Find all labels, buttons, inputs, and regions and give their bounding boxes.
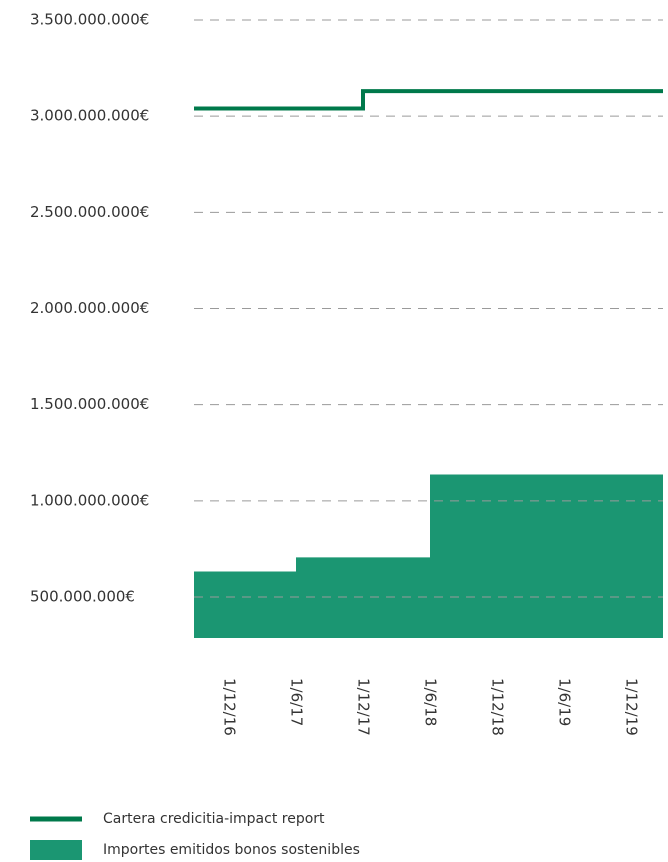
x-tick-label: 1/12/17: [355, 678, 373, 736]
line: [194, 89, 663, 111]
x-tick-label: 1/12/19: [623, 678, 641, 736]
legend-swatch: [30, 816, 82, 822]
y-tick-label: 2.000.000.000€: [30, 299, 149, 317]
y-tick-label: 1.000.000.000€: [30, 491, 149, 509]
x-tick-label: 1/12/18: [489, 678, 507, 736]
legend-label: Cartera credicitia-impact report: [103, 811, 325, 827]
legend-label: Importes emitidos bonos sostenibles: [103, 842, 360, 858]
x-tick-label: 1/6/19: [556, 678, 574, 726]
y-tick-label: 2.500.000.000€: [30, 203, 149, 221]
area: [194, 474, 663, 638]
y-tick-label: 3.000.000.000€: [30, 107, 149, 125]
legend-swatch: [30, 840, 82, 860]
x-tick-label: 1/6/18: [422, 678, 440, 726]
y-tick-label: 3.500.000.000€: [30, 11, 149, 29]
x-tick-label: 1/12/16: [221, 678, 239, 736]
y-tick-label: 1.500.000.000€: [30, 395, 149, 413]
x-tick-label: 1/6/17: [288, 678, 306, 726]
y-tick-label: 500.000.000€: [30, 588, 135, 606]
